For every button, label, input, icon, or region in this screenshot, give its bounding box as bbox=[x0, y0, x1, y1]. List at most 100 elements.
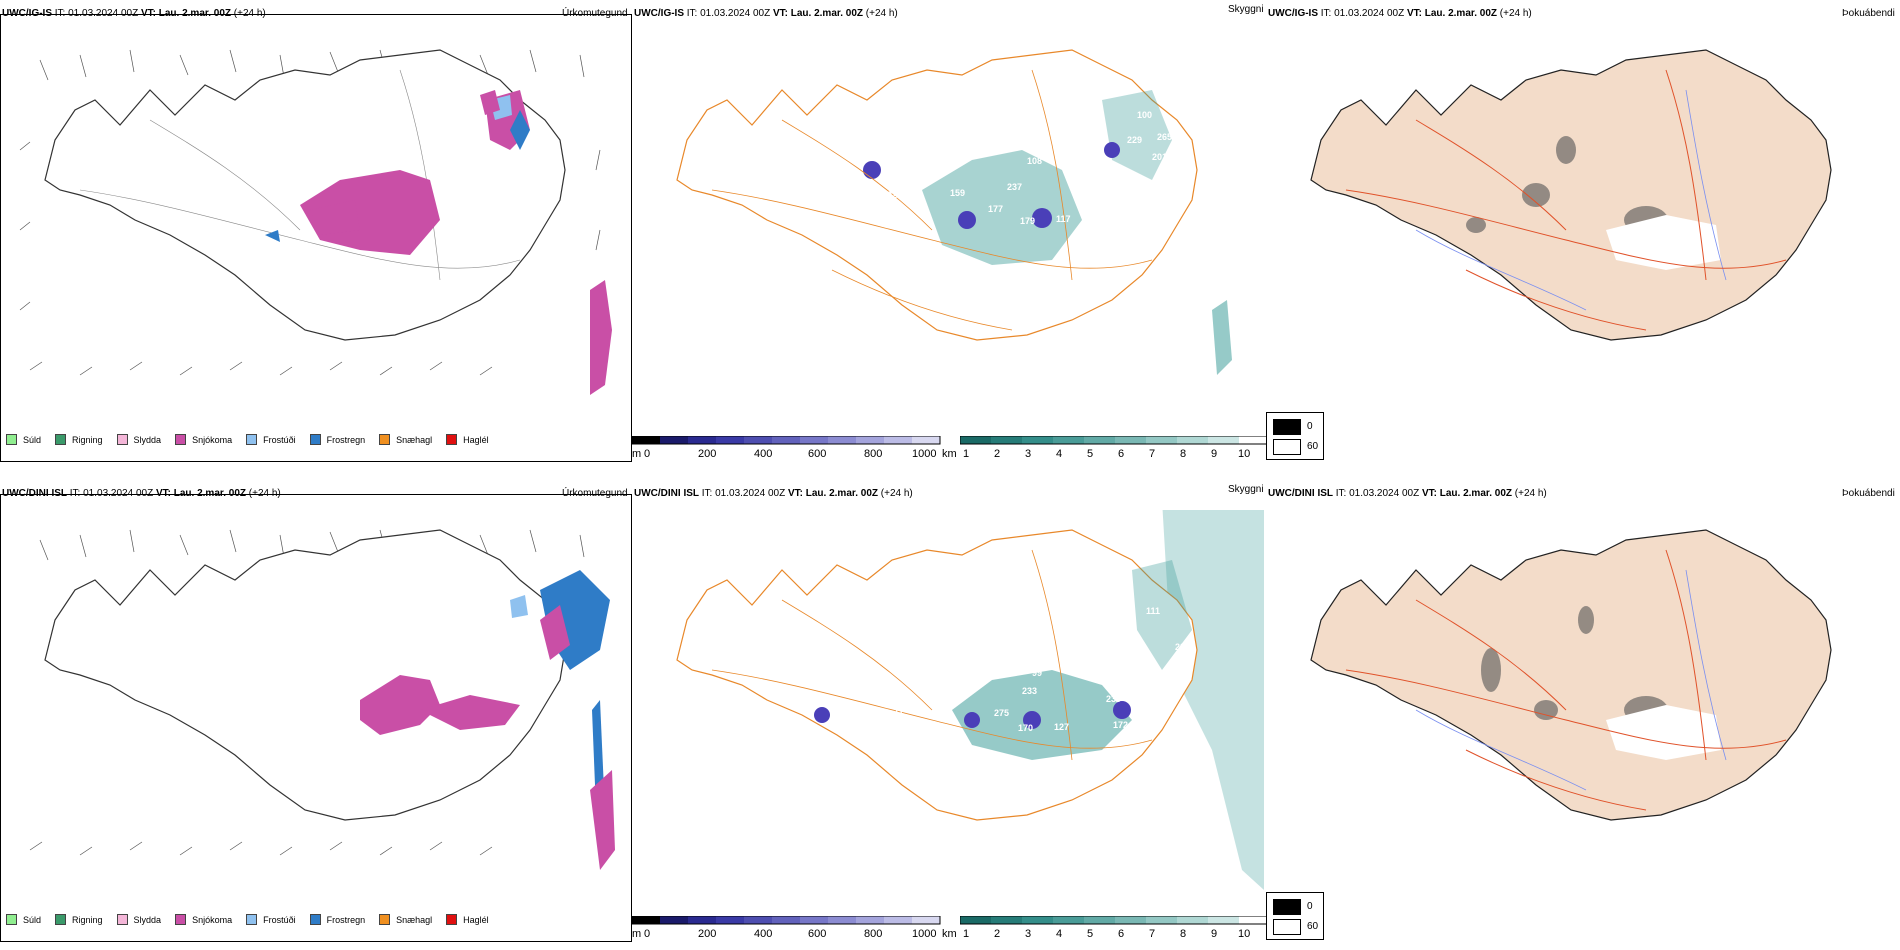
svg-text:108: 108 bbox=[1027, 156, 1042, 166]
vt-value: Lau. 2.mar. 00Z bbox=[790, 8, 864, 19]
height-tick: 800 bbox=[864, 928, 883, 940]
legend-item-slydda: Slydda bbox=[116, 434, 161, 445]
iceland-outline bbox=[1310, 529, 1832, 821]
it-value: 01.03.2024 00Z bbox=[1349, 488, 1420, 499]
svg-text:201: 201 bbox=[1152, 152, 1167, 162]
visibility-tick: 9 bbox=[1211, 448, 1218, 460]
it-label: IT: bbox=[686, 8, 698, 19]
fog-panel: UWC/IG-IS IT: 01.03.2024 00Z VT: Lau. 2.… bbox=[1266, 0, 1900, 470]
vt-value: Lau. 2.mar. 00Z bbox=[805, 488, 879, 499]
visibility-map: 173 99 233 275 170 127 230 172 221 206 1… bbox=[676, 510, 1264, 890]
height-tick: 800 bbox=[864, 448, 883, 460]
cloud-base-fields bbox=[863, 142, 1120, 229]
height-unit: m bbox=[632, 448, 642, 460]
vt-label: VT: bbox=[772, 8, 788, 19]
vt-label: VT: bbox=[140, 8, 156, 19]
height-tick: 400 bbox=[754, 928, 773, 940]
fog-swatch-light bbox=[1273, 919, 1301, 935]
vt-label: VT: bbox=[787, 488, 803, 499]
fog-panel: UWC/DINI ISL IT: 01.03.2024 00Z VT: Lau.… bbox=[1266, 480, 1900, 950]
it-label: IT: bbox=[69, 488, 81, 499]
svg-text:111: 111 bbox=[1146, 606, 1160, 616]
svg-text:265: 265 bbox=[1157, 132, 1172, 142]
legend-item-haglel: Haglél bbox=[446, 914, 489, 925]
rivers bbox=[1415, 569, 1727, 791]
vt-value: Lau. 2.mar. 00Z bbox=[173, 488, 247, 499]
panel-name: Skyggni bbox=[1228, 484, 1264, 495]
legend-item-snaehagl: Snæhagl bbox=[379, 914, 432, 925]
svg-text:10: 10 bbox=[870, 194, 880, 204]
svg-text:177: 177 bbox=[988, 204, 1003, 214]
legend-item-frostudi: Frostúði bbox=[246, 914, 296, 925]
vt-label: VT: bbox=[1421, 488, 1437, 499]
panel-name: Skyggni bbox=[1228, 4, 1264, 15]
fog-tick: 60 bbox=[1307, 441, 1319, 452]
roads bbox=[711, 549, 1153, 761]
panel-name: Þokuábendi bbox=[1842, 8, 1895, 19]
it-label: IT: bbox=[1335, 488, 1347, 499]
low-visibility-fields bbox=[922, 90, 1232, 375]
precip-legend: Súld Rigning Slydda Snjókoma Frostúði Fr… bbox=[6, 914, 503, 925]
height-tick: 1000 bbox=[912, 448, 937, 460]
height-colorbar bbox=[632, 916, 941, 925]
panel-name: Þokuábendi bbox=[1842, 488, 1895, 499]
panel-title: UWC/DINI ISL IT: 01.03.2024 00Z VT: Lau.… bbox=[2, 488, 281, 499]
visibility-colorbar bbox=[960, 916, 1269, 925]
roads bbox=[1345, 549, 1787, 811]
vt-value: Lau. 2.mar. 00Z bbox=[1424, 8, 1498, 19]
model-name: UWC/IG-IS bbox=[2, 8, 52, 19]
precip-type-panel: UWC/DINI ISL IT: 01.03.2024 00Z VT: Lau.… bbox=[0, 480, 632, 950]
lead-time: (+24 h) bbox=[865, 8, 898, 19]
lead-time: (+24 h) bbox=[233, 8, 266, 19]
legend-item-frostudi: Frostúði bbox=[246, 434, 296, 445]
it-label: IT: bbox=[701, 488, 713, 499]
visibility-tick: 8 bbox=[1180, 928, 1187, 940]
legend-item-rigning: Rigning bbox=[55, 914, 103, 925]
svg-text:179: 179 bbox=[1020, 216, 1035, 226]
lead-time: (+24 h) bbox=[880, 488, 913, 499]
precip-legend: Súld Rigning Slydda Snjókoma Frostúði Fr… bbox=[6, 434, 503, 445]
fog-map bbox=[1310, 529, 1832, 821]
visibility-tick: 6 bbox=[1118, 448, 1125, 460]
model-name: UWC/DINI ISL bbox=[2, 488, 67, 499]
svg-text:173: 173 bbox=[940, 712, 955, 722]
visibility-unit: km bbox=[942, 448, 957, 460]
wind-barbs bbox=[19, 49, 601, 376]
it-value: 01.03.2024 00Z bbox=[715, 488, 786, 499]
height-tick: 200 bbox=[698, 928, 717, 940]
legend-item-haglel: Haglél bbox=[446, 434, 489, 445]
height-tick: 400 bbox=[754, 448, 773, 460]
lead-time: (+24 h) bbox=[1499, 8, 1532, 19]
iceland-outline bbox=[676, 529, 1198, 821]
panel-title: UWC/DINI ISL IT: 01.03.2024 00Z VT: Lau.… bbox=[1268, 488, 1547, 499]
fog-tick: 0 bbox=[1307, 421, 1313, 432]
svg-text:117: 117 bbox=[1056, 214, 1071, 224]
legend-item-snaehagl: Snæhagl bbox=[379, 434, 432, 445]
vt-label: VT: bbox=[155, 488, 171, 499]
legend-item-rigning: Rigning bbox=[55, 434, 103, 445]
fog-legend: 0 60 bbox=[1266, 892, 1324, 940]
svg-text:237: 237 bbox=[1007, 182, 1022, 192]
rivers bbox=[1415, 89, 1727, 311]
vt-value: Lau. 2.mar. 00Z bbox=[158, 8, 232, 19]
visibility-panel: UWC/IG-IS IT: 01.03.2024 00Z VT: Lau. 2.… bbox=[632, 0, 1269, 470]
svg-text:127: 127 bbox=[1054, 722, 1069, 732]
precip-map bbox=[29, 529, 615, 870]
fog-tick: 60 bbox=[1307, 921, 1319, 932]
svg-text:100: 100 bbox=[1137, 110, 1152, 120]
visibility-labels: 122 159 108 237 177 179 117 121 131 505 … bbox=[870, 110, 1172, 226]
svg-text:505: 505 bbox=[1147, 200, 1162, 210]
model-name: UWC/DINI ISL bbox=[634, 488, 699, 499]
vt-label: VT: bbox=[1406, 8, 1422, 19]
precip-fields bbox=[360, 570, 615, 870]
visibility-tick: 10 bbox=[1238, 928, 1251, 940]
height-colorbar bbox=[632, 436, 941, 445]
visibility-colorbar bbox=[960, 436, 1269, 445]
visibility-tick: 5 bbox=[1087, 448, 1094, 460]
precip-fields bbox=[265, 90, 612, 395]
roads bbox=[1345, 69, 1787, 331]
cloud-base-fields bbox=[814, 701, 1131, 729]
svg-text:170: 170 bbox=[1018, 723, 1033, 733]
visibility-tick: 3 bbox=[1025, 448, 1032, 460]
height-tick: 200 bbox=[698, 448, 717, 460]
